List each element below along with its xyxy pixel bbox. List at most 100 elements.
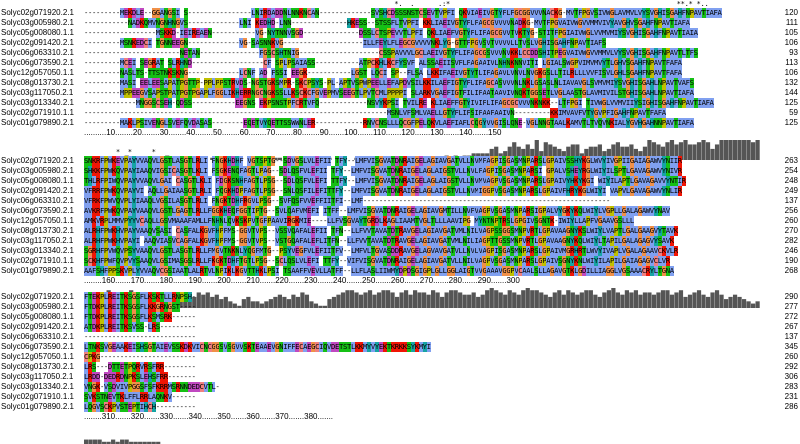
sequence-end-position: 277 [784,302,798,311]
conservation-bar [525,288,530,308]
sequence-name[interactable]: Solyc06g073590.2.1 [1,342,74,351]
sequence-name[interactable]: Solyc03g117050.2.1 [1,88,74,97]
sequence-end-position: 111 [785,18,798,27]
conservation-bar [584,148,589,160]
sequence-name[interactable]: Solyc02g091420.2.1 [1,186,74,195]
sequence-name[interactable]: Solyc01g079890.2.1 [1,118,74,127]
conservation-bar [111,439,116,444]
consensus-line: *. . .:* **.* *.. [84,0,709,8]
sequence-name[interactable]: Solyc05g008080.1.1 [1,28,74,37]
conservation-bar [530,148,535,160]
conservation-bar [431,290,436,308]
sequence-name[interactable]: Solyc02g071920.2.1 [1,292,74,301]
sequence-name[interactable]: Solyc02g091420.2.1 [1,322,74,331]
conservation-bar [732,140,738,160]
sequence-name[interactable]: Solyc03g013340.2.1 [1,382,74,391]
sequence-name[interactable]: Solyc12g057050.1.1 [1,352,74,361]
sequence-residues: ---------MSNKEDCI TGNNEEGN-------------V… [84,38,606,48]
sequence-name[interactable]: Solyc08g013730.2.1 [1,78,74,87]
sequence-row: Solyc12g057050.1.1 CPKG------------------… [0,352,800,362]
sequence-name[interactable]: Solyc03g013340.2.1 [1,98,74,107]
sequence-name[interactable]: Solyc05g008080.1.1 [1,312,74,321]
sequence-end-position: 113 [785,58,798,67]
sequence-end-position: 292 [784,362,798,371]
conservation-bar [88,439,93,444]
sequence-residues: ---------MAKLPSIVENGLSVEFQVDASAS--------… [84,118,694,128]
sequence-name[interactable]: Solyc03g013340.2.1 [1,246,74,255]
sequence-name[interactable]: Solyc06g073590.2.1 [1,206,74,215]
conservation-bar [259,303,264,308]
sequence-name[interactable]: Solyc08g013730.2.1 [1,226,74,235]
conservation-bar [196,292,201,308]
sequence-end-position: 290 [784,292,798,301]
sequence-name[interactable]: Solyc08g013730.2.1 [1,362,74,371]
sequence-name[interactable]: Solyc06g063310.2.1 [1,196,74,205]
sequence-name[interactable]: Solyc02g071910.1.1 [1,392,74,401]
conservation-bar [597,296,602,308]
conservation-bar [507,146,512,160]
conservation-bar [512,292,517,308]
sequence-residues: LRS---DTTETPQRVRSFRR-------- [84,362,196,372]
conservation-bar [642,292,648,308]
sequence-name[interactable]: Solyc02g071910.1.1 [1,256,74,265]
sequence-name[interactable]: Solyc05g008080.1.1 [1,176,74,185]
sequence-row: Solyc02g071910.1.1 ----------------------… [0,108,800,118]
conservation-bar [611,144,616,160]
conservation-bar [606,290,611,308]
conservation-bar [620,146,625,160]
conservation-bar [696,290,702,308]
sequence-name[interactable]: Solyc02g071920.2.1 [1,8,74,17]
sequence-name[interactable]: Solyc12g057050.1.1 [1,216,74,225]
sequence-row: Solyc03g117050.2.1 LRDD-DEDRDNPKSLEHSFRR-… [0,372,800,382]
sequence-name[interactable]: Solyc02g071920.2.1 [1,156,74,165]
conservation-bar [223,296,228,308]
sequence-name[interactable]: Solyc06g073590.2.1 [1,58,74,67]
conservation-bar [656,144,661,160]
sequence-end-position: 249 [784,186,798,195]
sequence-residues: FTDKPLREITKSGSFLKSMSRK------ [84,312,196,322]
conservation-bar [606,148,611,160]
conservation-bar [489,148,494,160]
conservation-bar [471,292,476,308]
sequence-name[interactable]: Solyc03g005980.2.1 [1,302,74,311]
conservation-bar [494,146,499,160]
sequence-row: Solyc03g117050.2.1 ---------MPPEEGVSAPSTP… [0,88,800,98]
conservation-bar [516,294,521,308]
sequence-row: Solyc01g079890.2.1 LQGVSCKPVSTEPTIHCH----… [0,402,800,412]
conservation-bar [674,144,679,160]
sequence-name[interactable]: Solyc01g079890.2.1 [1,266,74,275]
conservation-bar [710,148,715,160]
conservation-bar [710,292,715,308]
sequence-end-position: 137 [784,332,798,341]
conservation-bar [665,142,670,160]
conservation-bar [647,140,652,160]
sequence-end-position: 125 [784,98,798,107]
conservation-bar [376,292,382,308]
sequence-residues: VFRKFPWVQVPLYIAAQLVGSILASGTLRLI FNGKTDHF… [84,196,610,206]
sequence-name[interactable]: Solyc03g005980.2.1 [1,166,74,175]
sequence-name[interactable]: Solyc03g117050.2.1 [1,236,74,245]
position-ruler: ........160.......170.......180.......19… [84,276,520,285]
conservation-bar [575,294,580,308]
sequence-name[interactable]: Solyc12g057050.1.1 [1,68,74,77]
sequence-end-position: 260 [784,216,798,225]
conservation-bar [723,299,729,308]
conservation-bar [570,144,575,160]
conservation-bar [381,290,386,308]
sequence-name[interactable]: Solyc02g091420.2.1 [1,38,74,47]
sequence-name[interactable]: Solyc06g063310.2.1 [1,48,74,57]
sequence-name[interactable]: Solyc01g079890.2.1 [1,402,74,411]
sequence-name[interactable]: Solyc03g005980.2.1 [1,18,74,27]
conservation-bar [696,142,702,160]
conservation-bar [728,140,733,160]
conservation-bar [660,290,666,308]
sequence-name[interactable]: Solyc06g063310.2.1 [1,332,74,341]
sequence-name[interactable]: Solyc02g071910.1.1 [1,108,74,117]
conservation-bar [678,290,684,308]
conservation-bar [638,151,643,160]
sequence-name[interactable]: Solyc03g117050.2.1 [1,372,74,381]
conservation-bar [422,292,427,308]
sequence-residues: THLRFPIWQVPAYVVAQVLGAI CASGTLKLI FDGKSNH… [84,176,686,186]
conservation-bar [273,157,278,160]
sequence-residues: VNGK-VSDVIVPGGSFSFKRRMSRNNDEDCVTL- [84,382,220,392]
